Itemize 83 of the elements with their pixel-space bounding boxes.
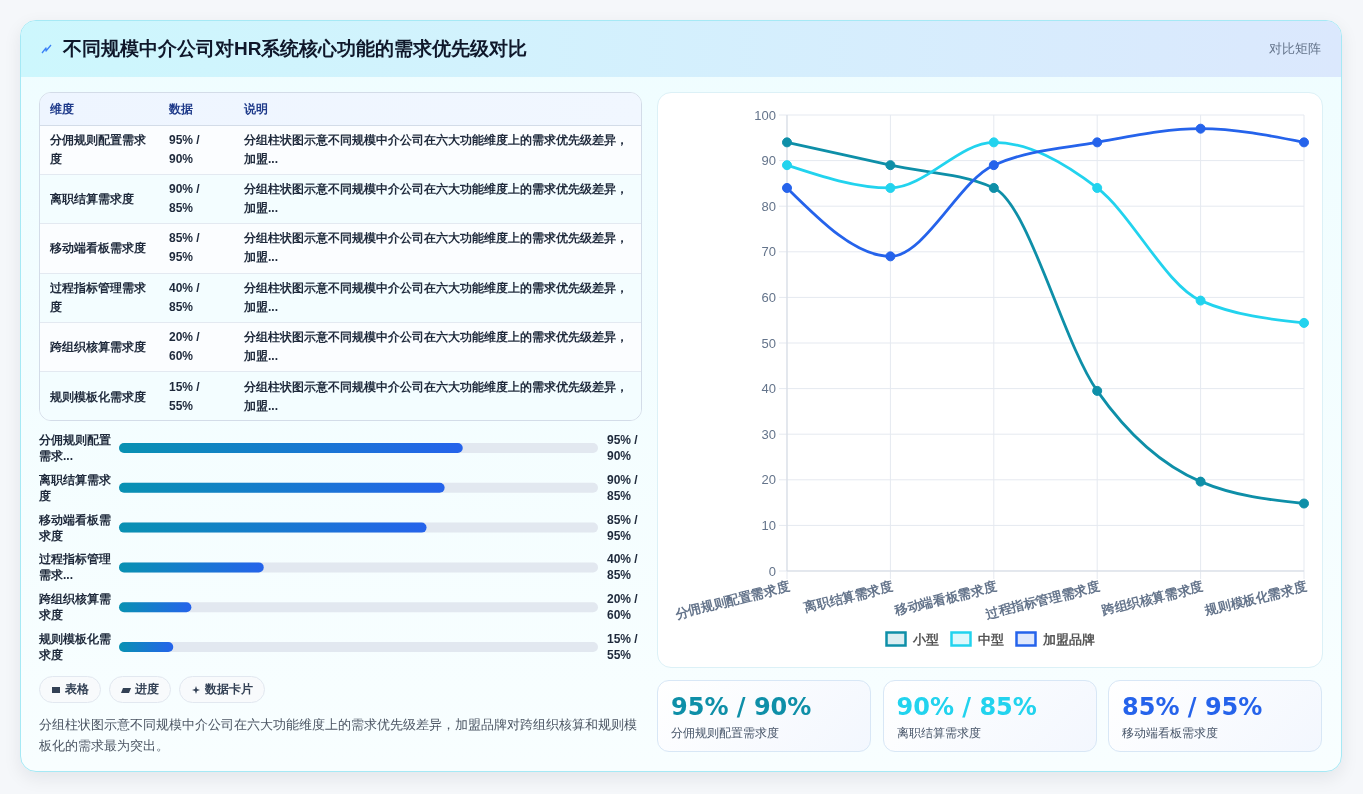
point (1092, 137, 1103, 148)
text: 维度 (50, 101, 74, 118)
text: 分佣规则配置需求度 (671, 725, 779, 741)
y-tick-label: 50 (761, 335, 776, 351)
y-tick-label: 80 (761, 198, 776, 214)
text: 移动端看板需求度 (1122, 725, 1218, 741)
text: 离职结算需求度 (896, 725, 981, 741)
text: 95% / 90% (169, 133, 200, 167)
text: 15% / 55% (169, 379, 200, 413)
category-label: 离职结算需求度 (50, 190, 135, 208)
x-tick-label: 跨组织核算需求度 (1099, 578, 1205, 619)
text: 进度 (135, 681, 159, 698)
y-tick-label: 0 (768, 563, 776, 579)
y-tick-label: 20 (761, 472, 776, 488)
legend-label: 小型 (911, 631, 939, 647)
y-tick-label: 规则模板化需求度 (39, 631, 112, 663)
category-label: 跨组织核算需求度 (50, 338, 147, 356)
data-label: 15% / 55% (607, 631, 639, 663)
point (782, 160, 792, 171)
text: 85% / 95% (1122, 692, 1263, 722)
point (885, 182, 896, 193)
point (1195, 123, 1206, 134)
y-tick-label: 过程指标管理需求... (39, 551, 112, 584)
text: 90% / 85% (896, 692, 1037, 722)
text: 分组柱状图示意不同规模中介公司在六大功能维度上的需求优先级差异，加盟... (244, 328, 629, 365)
text: 90% / 85% (169, 182, 200, 216)
data-label: 90% / 85% (607, 471, 639, 504)
category-label: 分佣规则配置需求度 (50, 132, 147, 169)
text: 数据卡片 (205, 681, 253, 698)
point (1299, 498, 1309, 509)
data-label: 40% / 85% (607, 551, 639, 584)
text: 分组柱状图示意不同规模中介公司在六大功能维度上的需求优先级差异，加盟... (244, 279, 629, 316)
y-tick-label: 70 (761, 244, 776, 260)
point (988, 137, 999, 148)
category-label: 过程指标管理需求度 (50, 279, 147, 316)
y-tick-label: 100 (754, 107, 776, 123)
y-tick-label: 40 (761, 381, 776, 397)
text: 分组柱状图示意不同规模中介公司在六大功能维度上的需求优先级差异，加盟品牌对跨组织核算和规则模板化的需求最为突出。 (39, 716, 638, 755)
bar (119, 602, 192, 613)
text: 95% / 90% (671, 692, 812, 722)
bar (119, 562, 264, 573)
y-tick-label: 60 (761, 289, 776, 305)
y-tick-label: 10 (761, 517, 776, 533)
text: 表格 (65, 681, 89, 698)
text: 数据 (169, 101, 193, 118)
legend-label: 加盟品牌 (1041, 631, 1095, 647)
point (1299, 317, 1309, 328)
data-label: 20% / 60% (607, 591, 639, 624)
point (1092, 182, 1103, 193)
category-label: 规则模板化需求度 (50, 388, 147, 406)
x-tick-label: 分佣规则配置需求度 (672, 578, 792, 622)
point (885, 160, 896, 171)
point (988, 182, 999, 193)
y-tick-label: 移动端看板需求度 (39, 511, 112, 544)
y-tick-label: 30 (761, 426, 776, 442)
bar (119, 642, 174, 652)
text: 分组柱状图示意不同规模中介公司在六大功能维度上的需求优先级差异，加盟... (244, 230, 629, 267)
y-tick-label: 离职结算需求度 (39, 471, 112, 504)
data-label: 95% / 90% (607, 432, 639, 464)
text: 分组柱状图示意不同规模中介公司在六大功能维度上的需求优先级差异，加盟... (244, 181, 629, 218)
legend-label: 中型 (977, 631, 1004, 647)
text: 40% / 85% (169, 280, 200, 314)
text: 分组柱状图示意不同规模中介公司在六大功能维度上的需求优先级差异，加盟... (244, 378, 629, 415)
text: 不同规模中介公司对HR系统核心功能的需求优先级对比 (63, 37, 528, 61)
y-tick-label: 分佣规则配置需求... (39, 432, 112, 464)
point (1195, 476, 1206, 487)
point (782, 137, 792, 148)
point (782, 182, 792, 193)
point (1299, 137, 1309, 148)
text: 分组柱状图示意不同规模中介公司在六大功能维度上的需求优先级差异，加盟... (244, 132, 629, 169)
x-tick-label: 规则模板化需求度 (1202, 578, 1309, 619)
point (1195, 295, 1206, 306)
text: 对比矩阵 (1269, 40, 1321, 58)
point (1092, 385, 1103, 396)
text: 说明 (244, 101, 268, 118)
text: 85% / 95% (169, 231, 200, 265)
text: 20% / 60% (169, 329, 200, 363)
data-label: 85% / 95% (607, 511, 639, 544)
x-tick-label: 离职结算需求度 (801, 578, 895, 616)
y-tick-label: 90 (761, 153, 776, 169)
point (988, 160, 999, 171)
category-label: 移动端看板需求度 (50, 240, 147, 257)
point (885, 251, 896, 262)
